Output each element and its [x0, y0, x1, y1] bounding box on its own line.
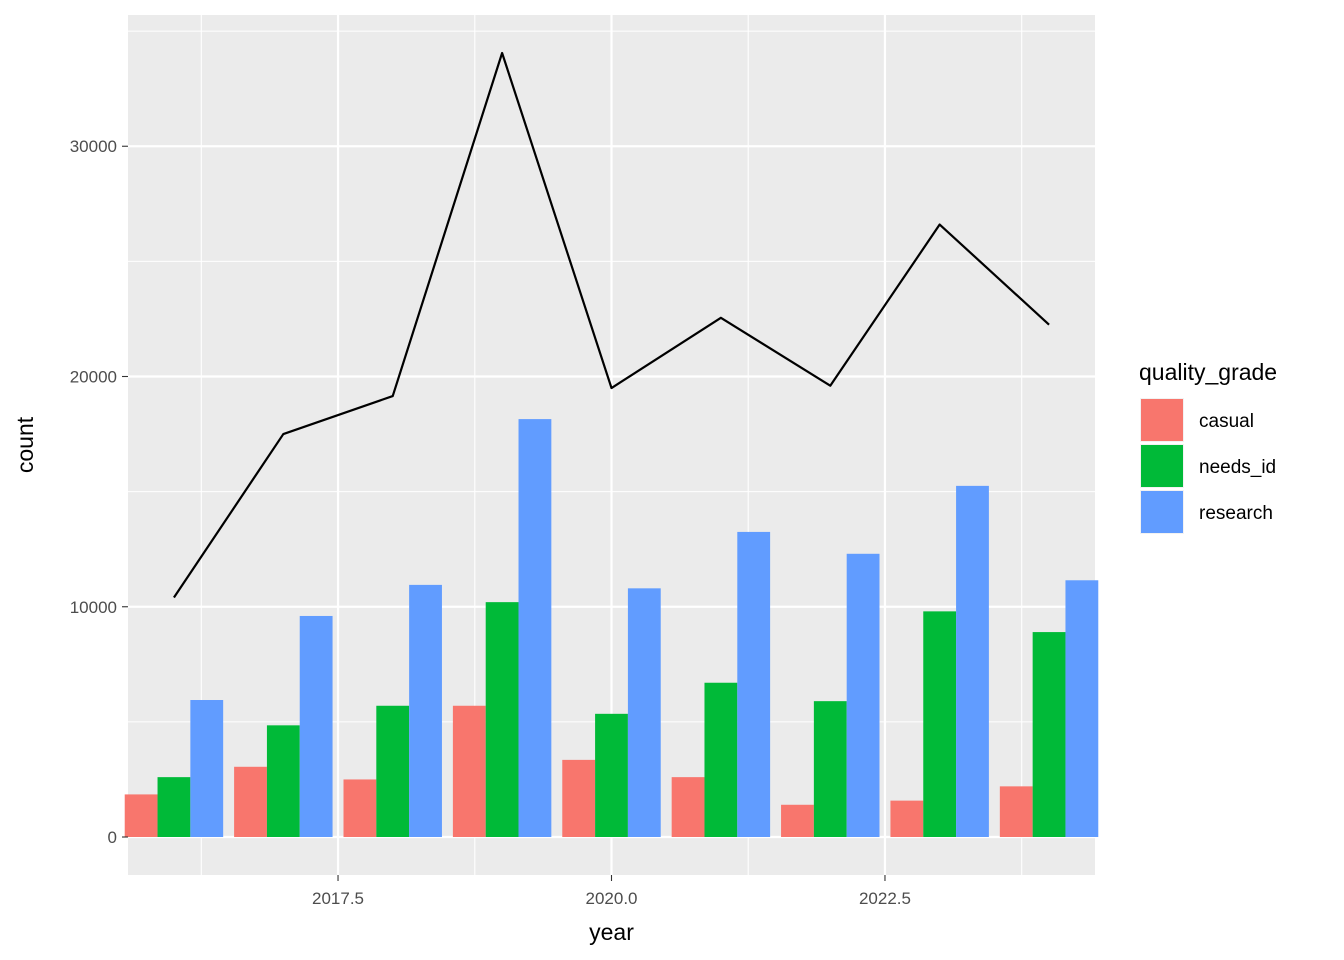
- bar-needs_id: [813, 701, 847, 838]
- bar-needs_id: [1032, 632, 1066, 838]
- bar-needs_id: [157, 777, 191, 838]
- bar-needs_id: [266, 725, 300, 838]
- bar-needs_id: [923, 611, 957, 838]
- y-tick-label: 10000: [70, 598, 117, 617]
- bar-needs_id: [595, 713, 628, 838]
- legend-key-casual: [1141, 399, 1183, 441]
- x-tick-label: 2017.5: [312, 889, 364, 908]
- bar-casual: [671, 777, 705, 838]
- y-tick-label: 20000: [70, 367, 117, 386]
- y-axis: 0 10000 20000 30000: [70, 137, 128, 847]
- bar-casual: [343, 779, 377, 838]
- legend-label-casual: casual: [1199, 411, 1254, 432]
- bar-research: [518, 419, 552, 838]
- bar-research: [190, 700, 224, 838]
- y-tick-label: 0: [108, 828, 117, 847]
- bar-casual: [890, 800, 924, 838]
- bar-research: [409, 584, 442, 838]
- y-tick-label: 30000: [70, 137, 117, 156]
- bar-research: [846, 553, 880, 838]
- y-axis-title: count: [12, 416, 38, 473]
- x-tick-label: 2020.0: [586, 889, 638, 908]
- x-axis-title: year: [589, 919, 634, 945]
- bar-casual: [781, 804, 814, 838]
- bar-casual: [124, 794, 158, 838]
- bar-research: [299, 615, 333, 838]
- bar-research: [1065, 580, 1099, 838]
- bar-casual: [999, 786, 1033, 838]
- bar-needs_id: [485, 602, 519, 838]
- bar-casual: [452, 705, 486, 838]
- bar-research: [956, 485, 989, 838]
- bars: [124, 419, 1099, 838]
- total-line: [173, 51, 1050, 599]
- x-tick-label: 2022.5: [859, 889, 911, 908]
- legend-key-research: [1141, 491, 1183, 533]
- bar-needs_id: [704, 682, 738, 838]
- legend-key-needs_id: [1141, 445, 1183, 487]
- bar-research: [627, 588, 661, 838]
- legend-title: quality_grade: [1139, 359, 1277, 385]
- legend: quality_grade casual needs_id research: [1139, 359, 1277, 534]
- legend-label-needs_id: needs_id: [1199, 457, 1276, 478]
- total-line-path: [173, 51, 1050, 599]
- bar-casual: [562, 759, 596, 838]
- x-axis: 2017.5 2020.0 2022.5: [312, 875, 911, 908]
- legend-label-research: research: [1199, 503, 1273, 524]
- bar-needs_id: [376, 705, 410, 838]
- bar-research: [737, 531, 771, 838]
- bar-casual: [234, 766, 267, 838]
- major-gridlines: [128, 15, 1095, 875]
